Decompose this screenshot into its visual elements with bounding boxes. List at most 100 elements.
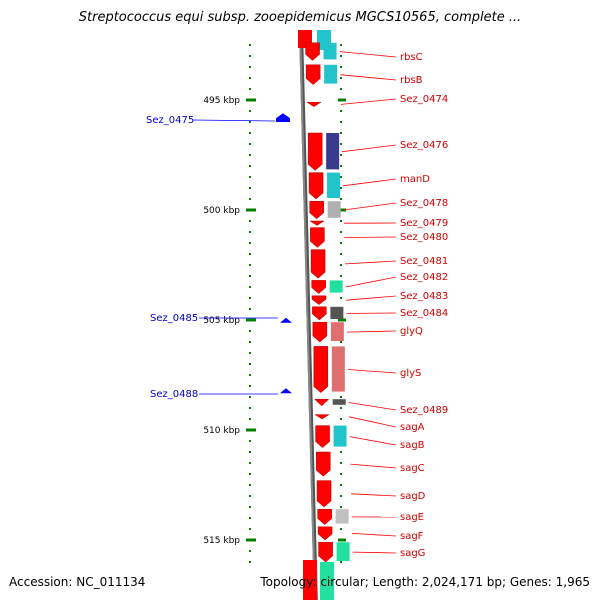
forward-gene-label[interactable]: sagG	[400, 548, 425, 559]
forward-gene-arrow[interactable]	[312, 321, 328, 343]
ruler-tick-label: 500 kbp	[203, 206, 240, 216]
ruler-minor-tick	[249, 528, 251, 530]
cog-box	[330, 322, 344, 341]
forward-gene-arrow[interactable]	[310, 227, 325, 248]
ruler-major-tick	[338, 318, 346, 322]
forward-gene-label[interactable]: sagE	[400, 512, 424, 523]
cog-box	[329, 280, 343, 293]
ruler-minor-tick	[249, 220, 251, 222]
ruler-minor-tick	[249, 495, 251, 497]
cog-box	[333, 425, 347, 447]
forward-gene-label[interactable]: Sez_0479	[400, 218, 448, 229]
ruler-minor-tick	[340, 473, 342, 475]
ruler-minor-tick	[340, 176, 342, 178]
ruler-minor-tick	[249, 187, 251, 189]
ruler-major-tick	[338, 98, 346, 102]
ruler-minor-tick	[249, 561, 251, 563]
ruler-minor-tick	[340, 187, 342, 189]
forward-gene-leader	[348, 402, 397, 411]
forward-gene-leader	[342, 178, 397, 187]
forward-gene-arrow[interactable]	[308, 172, 324, 200]
cog-box	[327, 201, 341, 218]
forward-gene-arrow[interactable]	[309, 220, 325, 226]
ruler-major-tick	[246, 428, 256, 432]
forward-gene-label[interactable]: glyQ	[400, 326, 423, 337]
forward-gene-leader	[343, 202, 397, 211]
forward-gene-arrow[interactable]	[316, 451, 331, 477]
cog-box	[324, 64, 338, 84]
ruler-minor-tick	[340, 220, 342, 222]
forward-gene-label[interactable]: Sez_0482	[400, 272, 448, 283]
forward-gene-arrow[interactable]	[306, 101, 322, 107]
forward-gene-arrow[interactable]	[317, 508, 332, 525]
cog-box	[336, 542, 350, 561]
forward-gene-label[interactable]: Sez_0476	[400, 140, 448, 151]
ruler-minor-tick	[249, 473, 251, 475]
forward-gene-leader	[345, 295, 397, 301]
forward-gene-arrow[interactable]	[311, 295, 327, 305]
forward-gene-label[interactable]: glyS	[400, 368, 421, 379]
ruler-minor-tick	[249, 462, 251, 464]
forward-gene-arrow[interactable]	[313, 346, 329, 393]
forward-gene-label[interactable]: rbsC	[400, 52, 423, 63]
forward-gene-label[interactable]: sagF	[400, 531, 424, 542]
ruler-minor-tick	[249, 506, 251, 508]
forward-gene-label[interactable]: sagD	[400, 491, 426, 502]
cog-box	[327, 172, 341, 198]
forward-gene-label[interactable]: sagA	[400, 422, 425, 433]
forward-gene-label[interactable]: sagC	[400, 463, 425, 474]
ruler-minor-tick	[340, 154, 342, 156]
forward-gene-label[interactable]: Sez_0483	[400, 291, 448, 302]
ruler-major-tick	[246, 98, 256, 102]
reverse-gene-label[interactable]: Sez_0475	[146, 115, 194, 126]
ruler-minor-tick	[249, 253, 251, 255]
forward-gene-label[interactable]: rbsB	[400, 75, 423, 86]
forward-gene-label[interactable]: Sez_0481	[400, 256, 448, 267]
forward-gene-label[interactable]: Sez_0484	[400, 308, 448, 319]
forward-gene-arrow[interactable]	[315, 425, 330, 448]
ruler-minor-tick	[249, 198, 251, 200]
forward-gene-leader	[347, 369, 397, 374]
cog-box	[323, 42, 337, 60]
forward-gene-arrow[interactable]	[316, 480, 332, 508]
forward-gene-label[interactable]: Sez_0474	[400, 94, 448, 105]
ruler-major-tick	[246, 318, 256, 322]
forward-gene-arrow[interactable]	[314, 414, 330, 420]
forward-gene-partial	[303, 560, 317, 600]
forward-gene-arrow[interactable]	[310, 249, 326, 279]
forward-gene-arrow[interactable]	[305, 64, 321, 85]
forward-gene-leader	[348, 416, 397, 428]
reverse-gene-arrow[interactable]	[280, 317, 292, 323]
forward-gene-arrow[interactable]	[317, 526, 333, 541]
forward-gene-leader	[352, 551, 397, 554]
ruler-minor-tick	[249, 165, 251, 167]
forward-gene-label[interactable]: Sez_0489	[400, 405, 448, 416]
reverse-gene-arrow[interactable]	[280, 388, 292, 394]
forward-gene-arrow[interactable]	[309, 200, 324, 220]
ruler-minor-tick	[249, 154, 251, 156]
forward-gene-arrow[interactable]	[314, 398, 330, 407]
reverse-gene-arrow[interactable]	[276, 113, 290, 122]
forward-gene-label[interactable]: Sez_0480	[400, 232, 448, 243]
ruler-minor-tick	[249, 385, 251, 387]
ruler-minor-tick	[249, 363, 251, 365]
reverse-gene-track: Sez_0475 Sez_0485 Sez_0488	[146, 113, 292, 400]
forward-gene-label[interactable]: Sez_0478	[400, 198, 448, 209]
forward-gene-label[interactable]: manD	[400, 174, 430, 185]
reverse-gene-label[interactable]: Sez_0488	[150, 389, 198, 400]
forward-gene-arrow[interactable]	[312, 306, 327, 321]
ruler-minor-tick	[340, 231, 342, 233]
forward-gene-leader	[350, 463, 397, 469]
forward-gene-arrow[interactable]	[307, 132, 323, 171]
ruler-minor-tick	[340, 242, 342, 244]
ruler-minor-tick	[340, 341, 342, 343]
forward-gene-arrow[interactable]	[311, 280, 326, 294]
ruler-minor-tick	[340, 275, 342, 277]
forward-gene-arrow[interactable]	[305, 42, 320, 61]
forward-gene-label[interactable]: sagB	[400, 440, 425, 451]
backbone-highlight	[299, 29, 316, 600]
reverse-gene-label[interactable]: Sez_0485	[150, 313, 198, 324]
ruler-minor-tick	[249, 286, 251, 288]
forward-gene-arrow[interactable]	[318, 541, 333, 563]
